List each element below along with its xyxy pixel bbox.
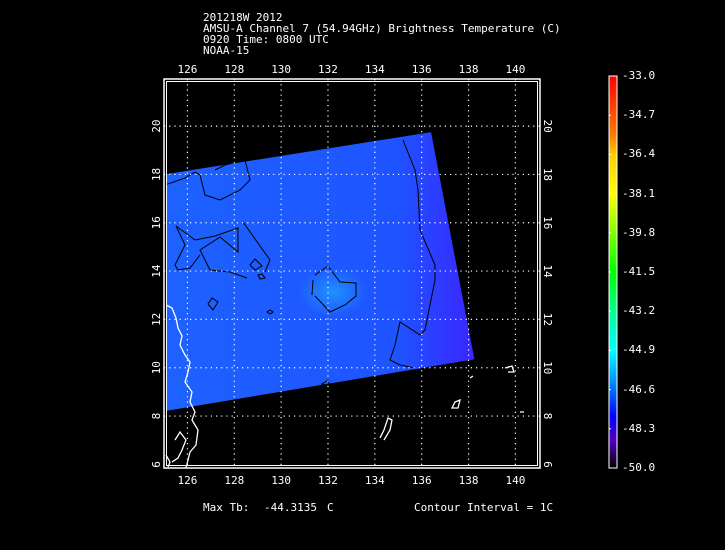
colorbar-label: -48.3 — [622, 421, 656, 435]
map-frame — [163, 78, 541, 469]
lon-label-bottom: 130 — [271, 474, 291, 487]
warm-anomaly — [298, 267, 368, 317]
lat-label-left: 6 — [150, 461, 163, 468]
lon-label-bottom: 136 — [412, 474, 432, 487]
lat-label-left: 20 — [150, 119, 163, 132]
colorbar-label: -39.8 — [622, 225, 656, 239]
lon-label-top: 138 — [459, 63, 479, 76]
max-tb-value: -44.3135 — [264, 501, 317, 514]
max-tb-unit: C — [327, 501, 334, 514]
lon-label-bottom: 140 — [505, 474, 525, 487]
colorbar-label: -36.4 — [622, 147, 656, 161]
coastlines — [165, 304, 524, 469]
lon-label-top: 136 — [412, 63, 432, 76]
lat-label-left: 16 — [150, 216, 163, 229]
lon-label-top: 132 — [318, 63, 338, 76]
title-line-4: NOAA-15 — [203, 44, 250, 57]
max-tb-label: Max Tb: — [203, 501, 250, 514]
title-line-3: 0920 Time: 0800 UTC — [203, 33, 329, 46]
lon-label-bottom: 132 — [318, 474, 338, 487]
colorbar-label: -41.5 — [622, 265, 656, 278]
lat-label-right: 10 — [541, 361, 554, 374]
lat-label-left: 14 — [150, 264, 163, 278]
colorbar-label: -50.0 — [622, 461, 656, 474]
contour-interval: Contour Interval = 1C — [414, 501, 554, 514]
lat-label-right: 8 — [541, 413, 554, 420]
lon-label-bottom: 138 — [459, 474, 479, 487]
lat-label-right: 18 — [541, 168, 554, 181]
colorbar-label: -33.0 — [622, 69, 656, 82]
colorbar-label: -34.7 — [622, 108, 656, 122]
title-line-2: AMSU-A Channel 7 (54.94GHz) Brightness T… — [203, 22, 561, 35]
lat-lon-grid — [164, 79, 540, 468]
colorbar-label: -43.2 — [622, 304, 656, 318]
lat-label-left: 12 — [150, 313, 163, 326]
lat-label-right: 20 — [541, 119, 554, 132]
colorbar-label: -44.9 — [622, 343, 656, 357]
lat-label-right: 12 — [541, 313, 554, 326]
colorbar-label: -46.6 — [622, 382, 656, 396]
temperature-contours — [166, 139, 436, 388]
colorbar-ticks — [609, 75, 611, 469]
axis-labels: 1261261281281301301321321341341361361381… — [150, 63, 554, 487]
lat-label-right: 16 — [541, 216, 554, 229]
lon-label-top: 128 — [224, 63, 244, 76]
lon-label-top: 126 — [177, 63, 197, 76]
lon-label-top: 130 — [271, 63, 291, 76]
lon-label-bottom: 126 — [177, 474, 197, 487]
title-line-1: 201218W 2012 — [203, 11, 283, 24]
map-inner-frame — [166, 81, 538, 466]
lon-label-top: 134 — [365, 63, 385, 76]
colorbar-label: -38.1 — [622, 186, 656, 200]
lon-label-top: 140 — [505, 63, 525, 76]
lat-label-right: 6 — [541, 461, 554, 468]
lat-label-right: 14 — [541, 264, 554, 278]
lat-label-left: 10 — [150, 361, 163, 374]
lat-label-left: 8 — [150, 413, 163, 420]
lon-label-bottom: 128 — [224, 474, 244, 487]
lat-label-left: 18 — [150, 168, 163, 181]
lon-label-bottom: 134 — [365, 474, 385, 487]
